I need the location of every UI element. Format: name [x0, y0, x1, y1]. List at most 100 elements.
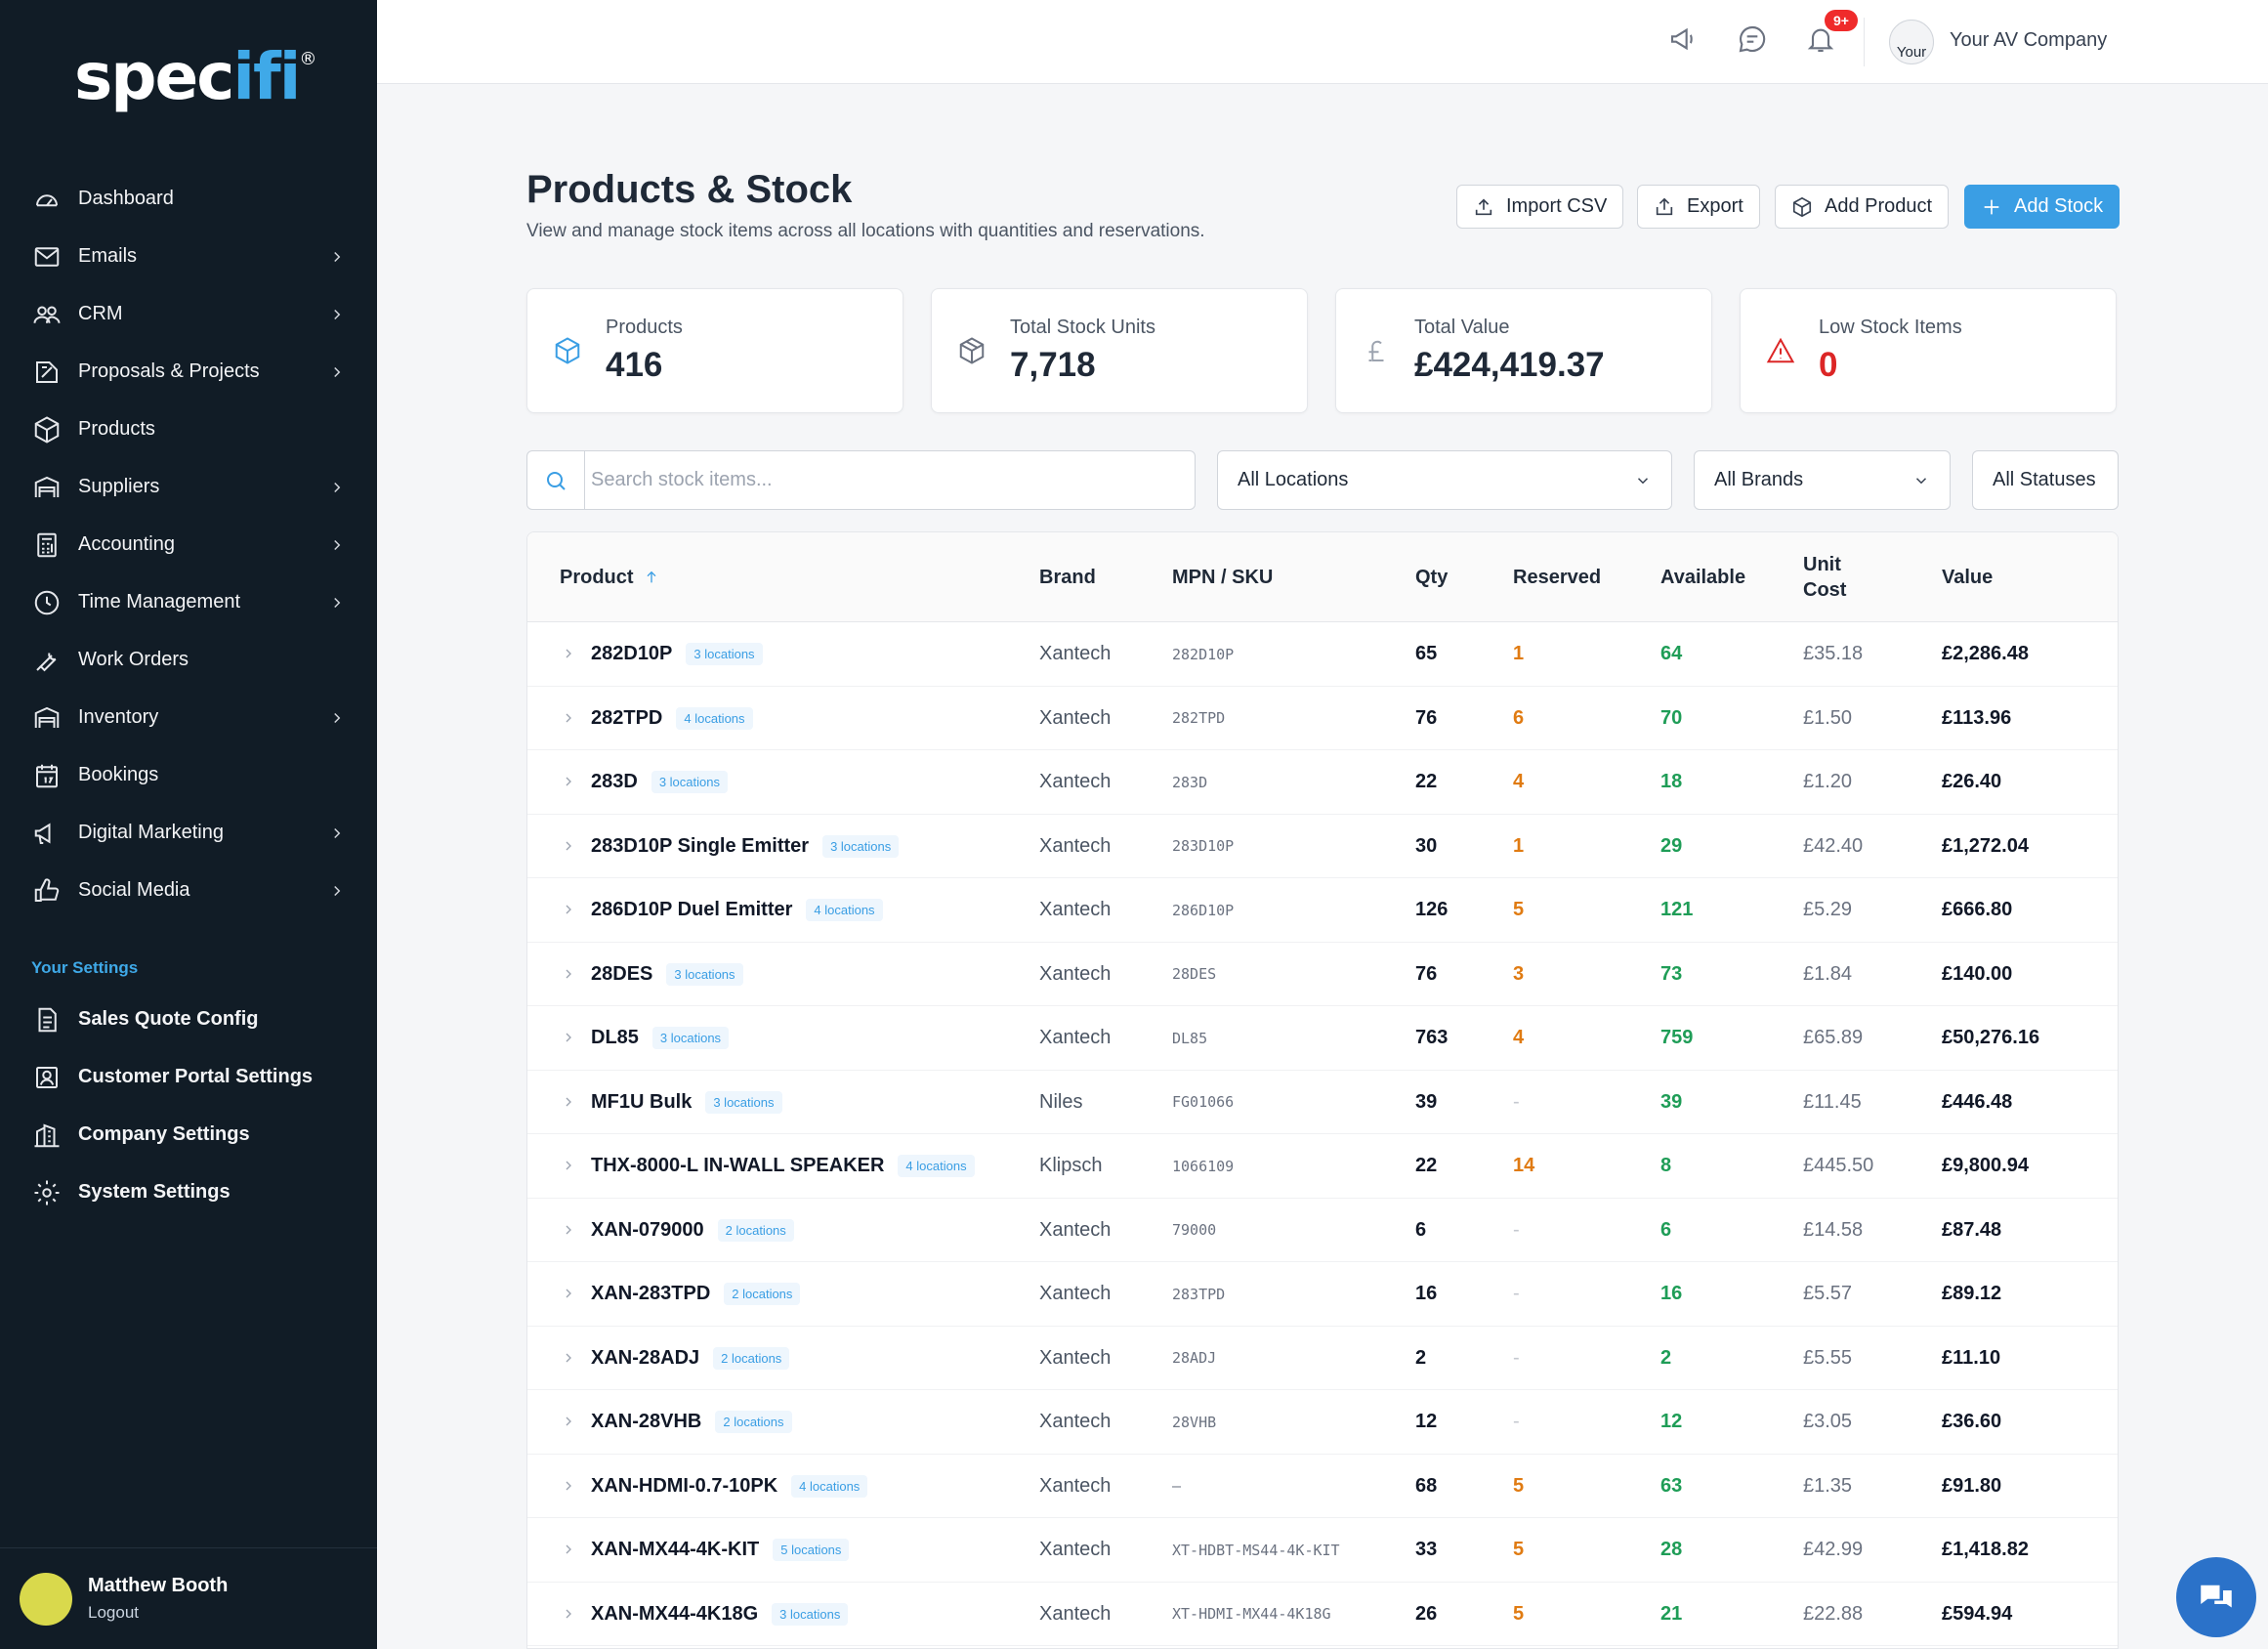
- sidebar-item-products[interactable]: Products: [0, 401, 377, 458]
- expand-row-icon[interactable]: [561, 1414, 576, 1429]
- product-name[interactable]: XAN-28ADJ: [591, 1346, 700, 1369]
- table-row[interactable]: XAN-283TPD 2 locations Xantech 283TPD 16 - 16 £…: [527, 1262, 2118, 1327]
- product-name[interactable]: THX-8000-L IN-WALL SPEAKER: [591, 1155, 885, 1176]
- product-name[interactable]: XAN-28VHB: [591, 1411, 702, 1432]
- warehouse-icon: [31, 702, 63, 734]
- table-row[interactable]: 286D10P Duel Emitter 4 locations Xantech 28…: [527, 878, 2118, 943]
- expand-row-icon[interactable]: [561, 710, 576, 726]
- table-row[interactable]: 28DES 3 locations Xantech 28DES 76 3 73 £1.84 £1…: [527, 943, 2118, 1006]
- sku-cell: 28DES: [1172, 965, 1217, 983]
- live-chat-button[interactable]: [2176, 1557, 2256, 1637]
- chat-icon[interactable]: [1737, 23, 1772, 59]
- user-avatar[interactable]: [20, 1572, 72, 1626]
- table-row[interactable]: XAN-MX44-4K18G 3 locations Xantech XT-HDMI-…: [527, 1583, 2118, 1646]
- expand-row-icon[interactable]: [561, 1542, 576, 1557]
- column-header-product[interactable]: Product: [560, 532, 659, 622]
- table-row[interactable]: XAN-28ADJ 2 locations Xantech 28ADJ 2 - 2 £5.55…: [527, 1327, 2118, 1390]
- available-cell: 2: [1660, 1346, 1672, 1369]
- product-name[interactable]: 286D10P Duel Emitter: [591, 899, 793, 920]
- sidebar-item-bookings[interactable]: Bookings: [0, 746, 377, 804]
- settings-item-sales-quote-config[interactable]: Sales Quote Config: [0, 991, 377, 1048]
- expand-row-icon[interactable]: [561, 838, 576, 854]
- table-row[interactable]: 282D10P 3 locations Xantech 282D10P 65 1 64 £35…: [527, 622, 2118, 687]
- column-header-sku[interactable]: MPN / SKU: [1172, 567, 1274, 588]
- table-row[interactable]: XAN-28VHB 2 locations Xantech 28VHB 12 - 12 £3.…: [527, 1390, 2118, 1455]
- sidebar-item-work-orders[interactable]: Work Orders: [0, 631, 377, 689]
- product-name[interactable]: 282D10P: [591, 643, 673, 664]
- sort-ascending-icon[interactable]: [644, 570, 659, 585]
- location-select[interactable]: All Locations: [1217, 450, 1672, 510]
- sidebar-item-inventory[interactable]: Inventory: [0, 689, 377, 746]
- expand-row-icon[interactable]: [561, 1350, 576, 1366]
- brand-select[interactable]: All Brands: [1694, 450, 1951, 510]
- sidebar-item-crm[interactable]: CRM: [0, 285, 377, 343]
- app-logo[interactable]: specifi®: [74, 39, 316, 114]
- sidebar-item-time-management[interactable]: Time Management: [0, 573, 377, 631]
- sku-cell: –: [1172, 1477, 1182, 1495]
- table-row[interactable]: THX-8000-L IN-WALL SPEAKER 4 locations Kli…: [527, 1134, 2118, 1199]
- settings-item-customer-portal-settings[interactable]: Customer Portal Settings: [0, 1048, 377, 1106]
- brand-cell: Xantech: [1039, 1283, 1112, 1304]
- search-input[interactable]: [585, 452, 1195, 508]
- product-name[interactable]: XAN-HDMI-0.7-10PK: [591, 1474, 778, 1497]
- product-name[interactable]: XAN-MX44-4K18G: [591, 1602, 759, 1625]
- column-header-unit-cost[interactable]: Unit Cost: [1803, 554, 1847, 601]
- table-row[interactable]: 283D 3 locations Xantech 283D 22 4 18 £1.20 £26.…: [527, 750, 2118, 815]
- expand-row-icon[interactable]: [561, 1222, 576, 1238]
- sidebar-item-suppliers[interactable]: Suppliers: [0, 458, 377, 516]
- stat-label: Low Stock Items: [1819, 317, 1962, 338]
- settings-item-system-settings[interactable]: System Settings: [0, 1163, 377, 1221]
- sidebar-item-social-media[interactable]: Social Media: [0, 862, 377, 919]
- expand-row-icon[interactable]: [561, 1478, 576, 1494]
- column-header-qty[interactable]: Qty: [1415, 567, 1449, 588]
- logout-link[interactable]: Logout: [88, 1603, 139, 1622]
- company-avatar[interactable]: Your: [1889, 20, 1934, 64]
- export-button[interactable]: Export: [1637, 185, 1760, 229]
- column-header-available[interactable]: Available: [1660, 567, 1746, 588]
- company-name[interactable]: Your AV Company: [1950, 29, 2108, 51]
- sidebar-item-proposals-and-projects[interactable]: Proposals & Projects: [0, 343, 377, 401]
- expand-row-icon[interactable]: [561, 1606, 576, 1622]
- megaphone-icon[interactable]: [1668, 23, 1703, 59]
- status-select[interactable]: All Statuses: [1972, 450, 2119, 510]
- expand-row-icon[interactable]: [561, 1094, 576, 1110]
- sidebar-item-dashboard[interactable]: Dashboard: [0, 170, 377, 228]
- table-row[interactable]: MF1U Bulk 3 locations Niles FG01066 39 - 39 £11…: [527, 1071, 2118, 1134]
- product-name[interactable]: 28DES: [591, 962, 653, 985]
- product-name[interactable]: 283D10P Single Emitter: [591, 834, 810, 857]
- expand-row-icon[interactable]: [561, 966, 576, 982]
- column-header-brand[interactable]: Brand: [1039, 567, 1096, 588]
- table-row[interactable]: XAN-079000 2 locations Xantech 79000 6 - 6 £14.…: [527, 1199, 2118, 1262]
- import-csv-button[interactable]: Import CSV: [1456, 185, 1624, 229]
- column-header-reserved[interactable]: Reserved: [1513, 567, 1602, 588]
- product-name[interactable]: 283D: [591, 771, 638, 792]
- bell-icon[interactable]: 9+: [1805, 10, 1858, 59]
- product-name[interactable]: 282TPD: [591, 706, 663, 729]
- product-name[interactable]: XAN-283TPD: [591, 1283, 711, 1304]
- product-name[interactable]: DL85: [591, 1027, 639, 1048]
- add-product-button[interactable]: Add Product: [1775, 185, 1950, 229]
- column-header-value[interactable]: Value: [1942, 567, 1994, 588]
- add-stock-button[interactable]: Add Stock: [1964, 185, 2121, 229]
- expand-row-icon[interactable]: [561, 1286, 576, 1301]
- expand-row-icon[interactable]: [561, 1030, 576, 1045]
- expand-row-icon[interactable]: [561, 902, 576, 917]
- product-name[interactable]: XAN-079000: [591, 1218, 704, 1241]
- product-name[interactable]: MF1U Bulk: [591, 1090, 693, 1113]
- table-row[interactable]: 283D10P Single Emitter 3 locations Xantech…: [527, 815, 2118, 878]
- sidebar-item-accounting[interactable]: Accounting: [0, 516, 377, 573]
- sidebar-item-digital-marketing[interactable]: Digital Marketing: [0, 804, 377, 862]
- available-cell: 29: [1660, 834, 1683, 857]
- table-row[interactable]: 282TPD 4 locations Xantech 282TPD 76 6 70 £1.50…: [527, 687, 2118, 750]
- sidebar-item-emails[interactable]: Emails: [0, 228, 377, 285]
- expand-row-icon[interactable]: [561, 1158, 576, 1173]
- reserved-cell: 6: [1513, 706, 1525, 729]
- status-select-value: All Statuses: [1993, 469, 2096, 490]
- table-row[interactable]: DL85 3 locations Xantech DL85 763 4 759 £65.89 £…: [527, 1006, 2118, 1071]
- table-row[interactable]: XAN-HDMI-0.7-10PK 4 locations Xantech – 68 5 6…: [527, 1455, 2118, 1518]
- table-row[interactable]: XAN-MX44-4K-KIT 5 locations Xantech XT-HDBT…: [527, 1518, 2118, 1583]
- expand-row-icon[interactable]: [561, 774, 576, 789]
- settings-item-company-settings[interactable]: Company Settings: [0, 1106, 377, 1163]
- product-name[interactable]: XAN-MX44-4K-KIT: [591, 1539, 760, 1560]
- expand-row-icon[interactable]: [561, 646, 576, 661]
